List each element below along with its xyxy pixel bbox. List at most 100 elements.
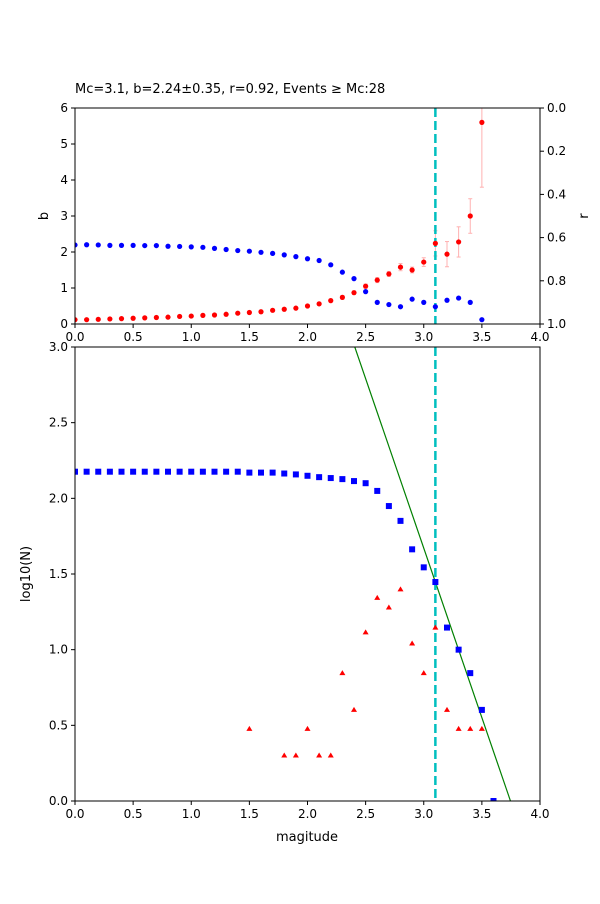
y-right-tick-label: 0.2 [547, 144, 566, 158]
r-value-point [118, 242, 125, 248]
noncumulative-point [362, 629, 369, 635]
y-tick-label: 2.5 [49, 416, 68, 430]
noncumulative-point [467, 725, 474, 731]
b-value-point [258, 309, 264, 315]
b-value-point [444, 251, 450, 257]
b-value-point [177, 313, 183, 320]
noncumulative-point [281, 752, 288, 758]
y-tick-label: 3 [60, 209, 68, 223]
cumulative-point [339, 476, 346, 483]
b-value-point [270, 307, 276, 313]
cumulative-point [316, 474, 323, 481]
cumulative-point [432, 579, 439, 586]
cumulative-point [409, 546, 416, 553]
cumulative-point [258, 469, 264, 476]
cumulative-point [327, 475, 334, 482]
cumulative-point [385, 503, 392, 510]
x-tick-label: 2.0 [298, 807, 317, 821]
b-value-point [246, 309, 252, 316]
x-tick-label: 2.5 [356, 330, 375, 344]
r-value-point [432, 304, 438, 310]
top-axes-frame [74, 107, 541, 325]
x-tick-label: 1.0 [182, 807, 201, 821]
top-ylabel-right: r [577, 213, 592, 219]
r-value-point [339, 269, 345, 275]
r-value-point [165, 243, 171, 249]
plot-area [75, 108, 485, 324]
y-tick-label: 0.5 [49, 718, 68, 732]
b-value-point [479, 119, 485, 125]
y-tick-label: 0 [60, 317, 68, 331]
noncumulative-point [420, 670, 427, 676]
b-value-point [75, 317, 78, 323]
r-value-point [142, 242, 148, 249]
cumulative-point [304, 472, 311, 479]
r-value-point [107, 242, 113, 248]
noncumulative-point [351, 706, 357, 712]
y-right-tick-label: 1.0 [547, 317, 566, 331]
cumulative-point [75, 468, 78, 475]
y-tick-label: 4 [60, 173, 68, 187]
b-value-point [339, 294, 345, 300]
r-value-point [409, 296, 415, 302]
cumulative-point [281, 470, 288, 477]
b-value-point [374, 277, 380, 283]
r-value-point [246, 248, 252, 254]
noncumulative-point [409, 640, 416, 646]
x-tick-label: 1.5 [240, 330, 259, 344]
r-value-point [270, 250, 276, 256]
b-value-point [467, 213, 473, 219]
cumulative-point [246, 469, 253, 476]
b-value-point [188, 313, 194, 319]
r-value-point [211, 245, 218, 251]
x-tick-label: 2.5 [356, 807, 375, 821]
y-right-tick-label: 0.8 [547, 274, 566, 288]
y-right-tick-label: 0.0 [547, 101, 566, 115]
b-value-point [211, 312, 218, 318]
r-value-point [200, 244, 206, 250]
b-value-point [397, 264, 404, 270]
y-tick-label: 0.0 [49, 794, 68, 808]
b-value-point [200, 312, 206, 318]
b-value-point [107, 316, 113, 322]
cumulative-point [95, 468, 102, 475]
cumulative-point [351, 478, 357, 485]
x-tick-label: 1.5 [240, 807, 259, 821]
y-tick-label: 5 [60, 137, 68, 151]
bottom-axes-frame [74, 346, 541, 802]
cumulative-point [118, 468, 125, 475]
r-value-point [84, 242, 90, 248]
noncumulative-point [327, 752, 334, 758]
noncumulative-point [397, 586, 404, 592]
cumulative-point [362, 480, 369, 487]
x-tick-label: 3.5 [472, 330, 491, 344]
b-value-point [421, 259, 427, 265]
y-tick-label: 2.0 [49, 491, 68, 505]
b-value-point [363, 283, 369, 289]
r-value-point [235, 247, 241, 254]
y-tick-label: 6 [60, 101, 68, 115]
r-value-point [223, 246, 229, 253]
cumulative-point [176, 468, 183, 475]
cumulative-point [153, 468, 160, 475]
cumulative-point [444, 624, 450, 631]
r-value-point [153, 242, 159, 249]
bottom-ylabel: log10(N) [19, 546, 34, 602]
noncumulative-point [316, 752, 323, 758]
b-value-point [316, 301, 322, 307]
r-value-point [304, 256, 311, 262]
x-tick-label: 1.0 [182, 330, 201, 344]
noncumulative-point [444, 706, 450, 712]
r-value-point [95, 242, 101, 248]
b-value-point [293, 305, 299, 311]
noncumulative-point [246, 725, 253, 731]
b-value-point [328, 298, 334, 304]
panel-1: 0.0 0.5 1.0 1.5 2.0 2.5 3.0 3.5 4.0 0.0 0.5 1.0 1.5 2… [49, 340, 550, 821]
cumulative-point [467, 670, 474, 677]
r-value-point [456, 295, 462, 301]
b-value-point [130, 315, 136, 321]
r-value-point [293, 254, 299, 260]
y-tick-label: 1 [60, 281, 68, 295]
